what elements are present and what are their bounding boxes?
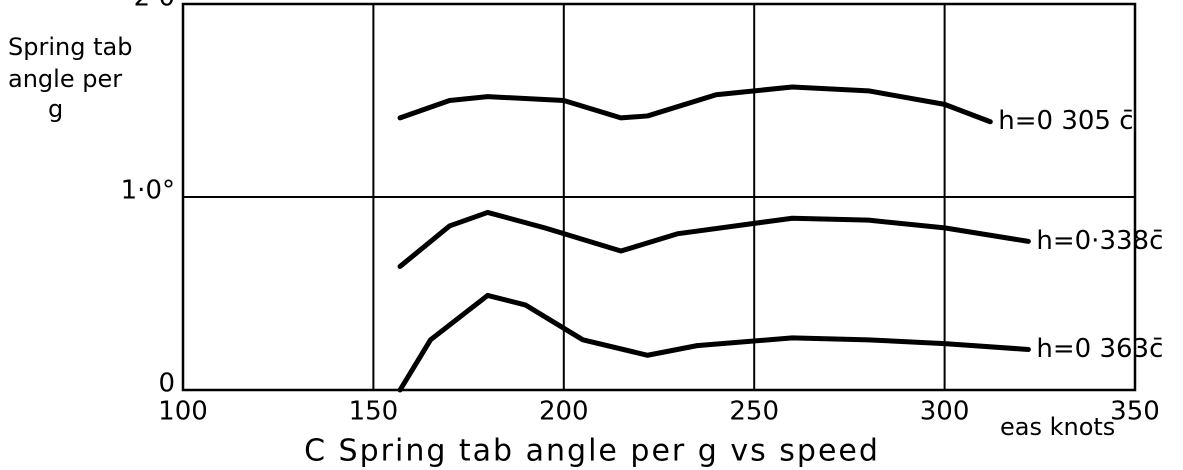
data-line — [397, 84, 993, 125]
x-tick-label: 300 — [920, 397, 970, 427]
series-label: h=0·338c̄ — [1036, 226, 1163, 256]
data-line — [397, 209, 1031, 269]
data-line — [397, 292, 1031, 393]
series-label: h=0 363c̄ — [1036, 334, 1163, 364]
y-axis-label: angle per — [8, 65, 122, 93]
x-tick-label: 100 — [158, 397, 208, 427]
y-tick-label: 0 — [158, 369, 175, 399]
y-tick-label: 1·0° — [121, 176, 175, 206]
y-axis-label: Spring tab — [8, 33, 132, 61]
x-tick-label: 350 — [1110, 397, 1160, 427]
y-tick-label: 2·0 — [134, 0, 175, 13]
y-axis-label: g — [48, 95, 63, 123]
chart-title: C Spring tab angle per g vs speed — [304, 434, 880, 469]
series-label: h=0 305 c̄ — [998, 106, 1133, 136]
x-tick-label: 250 — [729, 397, 779, 427]
x-tick-label: 150 — [349, 397, 399, 427]
x-axis-label: eas knots — [1000, 413, 1115, 441]
x-tick-label: 200 — [539, 397, 589, 427]
